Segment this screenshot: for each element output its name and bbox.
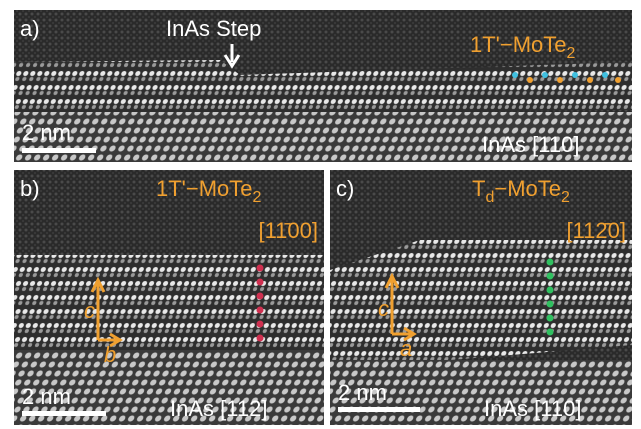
axis-label: b (104, 342, 116, 367)
substrate-label: InAs [110] (482, 132, 579, 157)
panel-b: b) 1T'−MoTe2 [11̄00] c b 2 nm InAs [112] (14, 170, 324, 425)
scale-bar (22, 148, 96, 153)
annotation: InAs Step (166, 16, 261, 41)
scale-bar (22, 411, 106, 416)
axis-label: c (378, 296, 389, 321)
panel-label: c) (336, 176, 354, 201)
film-pre-sub: d (485, 189, 494, 206)
panel-label: b) (20, 176, 40, 201)
figure: a) InAs Step 1T'−MoTe2 2 nm InAs [110] b… (0, 0, 641, 429)
axis-label: c (84, 298, 95, 323)
film-main: 1T'−MoTe (470, 32, 567, 57)
zone-axis: [11̄00] (258, 218, 318, 243)
panel-c: c) Td−MoTe2 [112̄0] c a 2 nm InAs [110] (330, 170, 632, 425)
scale-bar-label: 2 nm (22, 384, 71, 409)
scale-bar-label: 2 nm (22, 120, 71, 145)
scale-bar (338, 407, 420, 412)
film-main: 1T'−MoTe (156, 176, 253, 201)
film-main: −MoTe (494, 176, 561, 201)
substrate-label: InAs [110] (484, 396, 581, 421)
film-sub: 2 (561, 189, 570, 206)
film-region (14, 255, 324, 350)
substrate-label: InAs [112] (170, 396, 267, 421)
zone-axis: [112̄0] (566, 218, 626, 243)
scale-bar-label: 2 nm (338, 380, 387, 405)
panel-a: a) InAs Step 1T'−MoTe2 2 nm InAs [110] (14, 10, 632, 162)
axis-label: a (400, 336, 412, 361)
film-sub: 2 (567, 45, 576, 62)
film-sub: 2 (253, 189, 262, 206)
film-pre: T (472, 176, 485, 201)
panel-label: a) (20, 16, 40, 41)
